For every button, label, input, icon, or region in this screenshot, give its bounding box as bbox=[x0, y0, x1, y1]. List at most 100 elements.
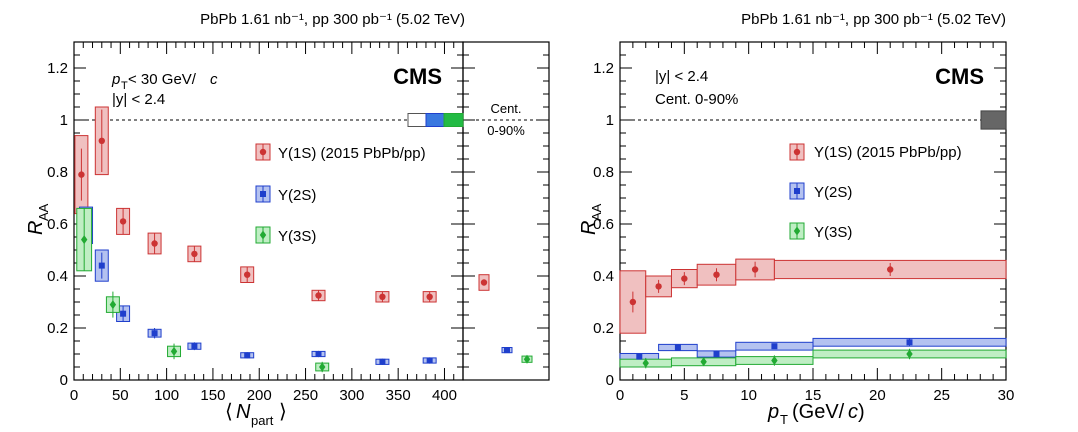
right-data-point bbox=[906, 349, 913, 359]
left-xtick-label: 300 bbox=[339, 387, 364, 404]
inset-data-point bbox=[480, 279, 488, 286]
left-x-axis-label: ⟨ N part ⟩ bbox=[225, 401, 287, 428]
left-xtick-label: 200 bbox=[247, 387, 272, 404]
inset-label-1: Cent. bbox=[490, 101, 521, 116]
left-cut-pt-sub: T bbox=[121, 80, 128, 92]
left-data-point bbox=[119, 218, 127, 225]
right-xtick-label: 30 bbox=[998, 387, 1015, 404]
right-cms-logo: CMS bbox=[935, 64, 984, 89]
left-cms-logo: CMS bbox=[393, 64, 442, 89]
left-legend-marker bbox=[260, 191, 266, 197]
right-xtick-label: 10 bbox=[740, 387, 757, 404]
left-data-point bbox=[379, 293, 386, 300]
left-data-point bbox=[379, 358, 386, 365]
right-data-point bbox=[771, 343, 778, 350]
right-data-point bbox=[674, 344, 681, 351]
right-xtick-label: 5 bbox=[680, 387, 688, 404]
inset-data-point bbox=[523, 354, 531, 364]
left-legend-s2: Υ(2S) bbox=[278, 187, 316, 204]
right-data-point bbox=[681, 275, 688, 282]
left-cut-pt-c: c bbox=[210, 71, 218, 88]
left-data-point bbox=[151, 240, 158, 247]
right-data-point bbox=[700, 357, 707, 367]
right-legend-marker bbox=[793, 148, 801, 156]
right-data-point bbox=[771, 356, 778, 365]
right-ytick-label: 0.4 bbox=[593, 268, 614, 285]
left-cut-y: |y| < 2.4 bbox=[112, 91, 165, 108]
left-xtick-label: 50 bbox=[112, 387, 129, 404]
right-data-point bbox=[713, 351, 720, 357]
left-data-point bbox=[151, 330, 158, 337]
right-x-axis-label: p T (GeV/ c ) bbox=[767, 401, 865, 427]
left-y-label-sub: AA bbox=[36, 203, 51, 221]
left-legend-marker bbox=[259, 148, 267, 156]
right-ytick-label: 1.2 bbox=[593, 60, 614, 77]
left-data-point bbox=[98, 137, 105, 144]
left-data-point bbox=[243, 271, 251, 278]
left-data-point bbox=[170, 346, 178, 356]
left-ytick-label: 0 bbox=[60, 372, 68, 389]
left-ytick-label: 0.6 bbox=[47, 216, 68, 233]
left-xtick-label: 400 bbox=[432, 387, 457, 404]
right-x-label-sub: T bbox=[780, 412, 788, 427]
right-data-point bbox=[713, 271, 720, 278]
right-xtick-label: 20 bbox=[869, 387, 886, 404]
right-x-label-c: c bbox=[848, 401, 858, 423]
global-unc-box-white bbox=[407, 113, 427, 127]
right-legend-marker bbox=[793, 226, 801, 236]
right-y-label-r: R bbox=[578, 221, 600, 235]
right-xtick-label: 15 bbox=[805, 387, 822, 404]
right-y-label-sub: AA bbox=[589, 203, 604, 221]
left-xtick-label: 250 bbox=[293, 387, 318, 404]
chart-marks: 00.20.40.60.811.200.20.40.60.811.20 50 100… bbox=[47, 41, 1015, 404]
global-unc-box-2s bbox=[425, 113, 445, 127]
right-data-point bbox=[636, 353, 643, 360]
left-data-point bbox=[191, 250, 198, 258]
right-legend-s3: Υ(3S) bbox=[814, 224, 852, 241]
left-ytick-label: 0.2 bbox=[47, 320, 68, 337]
left-data-point bbox=[315, 351, 322, 357]
right-x-label-unit: (GeV/ bbox=[792, 401, 845, 423]
left-data-point bbox=[109, 300, 117, 310]
left-x-label-sub: part bbox=[251, 413, 274, 428]
left-legend-marker bbox=[259, 230, 267, 240]
right-ytick-label: 0.6 bbox=[593, 216, 614, 233]
left-x-label-n: N bbox=[236, 401, 251, 423]
inset-plot-frame bbox=[462, 41, 550, 381]
right-cut-y: |y| < 2.4 bbox=[655, 68, 708, 85]
inset-data-point bbox=[504, 347, 510, 354]
right-data-point bbox=[629, 298, 637, 306]
left-ytick-label: 0.4 bbox=[47, 268, 68, 285]
left-y-label-r: R bbox=[25, 221, 47, 235]
right-data-point bbox=[751, 266, 759, 273]
left-legend-s1: Υ(1S) (2015 PbPb/pp) bbox=[278, 145, 426, 162]
right-legend-s2: Υ(2S) bbox=[814, 184, 852, 201]
right-panel-title: PbPb 1.61 nb⁻¹, pp 300 pb⁻¹ (5.02 TeV) bbox=[741, 11, 1006, 28]
left-xtick-label: 150 bbox=[200, 387, 225, 404]
left-xtick-label: 350 bbox=[386, 387, 411, 404]
right-global-unc-box bbox=[980, 110, 1007, 130]
global-unc-box-3s bbox=[443, 113, 464, 127]
right-data-point bbox=[642, 358, 649, 368]
left-ytick-label: 0.8 bbox=[47, 164, 68, 181]
right-legend-marker bbox=[794, 188, 800, 194]
left-xtick-label: 0 bbox=[70, 387, 78, 404]
left-ytick-label: 1 bbox=[60, 112, 68, 129]
left-x-label-open: ⟨ bbox=[225, 401, 233, 423]
left-panel-title: PbPb 1.61 nb⁻¹, pp 300 pb⁻¹ (5.02 TeV) bbox=[200, 11, 465, 28]
left-data-point bbox=[319, 362, 326, 372]
right-ytick-label: 0.2 bbox=[593, 320, 614, 337]
inset-label-2: 0-90% bbox=[487, 123, 525, 138]
right-x-label-p: p bbox=[767, 401, 779, 423]
right-data-point bbox=[906, 339, 913, 346]
right-x-label-close: ) bbox=[858, 401, 865, 423]
left-data-point bbox=[426, 357, 433, 364]
left-data-point bbox=[80, 235, 88, 245]
right-data-point bbox=[887, 266, 894, 273]
left-data-point bbox=[78, 171, 85, 178]
left-data-point bbox=[426, 293, 433, 300]
right-xtick-label: 0 bbox=[616, 387, 624, 404]
right-legend-s1: Υ(1S) (2015 PbPb/pp) bbox=[814, 144, 962, 161]
left-data-point bbox=[98, 262, 105, 269]
